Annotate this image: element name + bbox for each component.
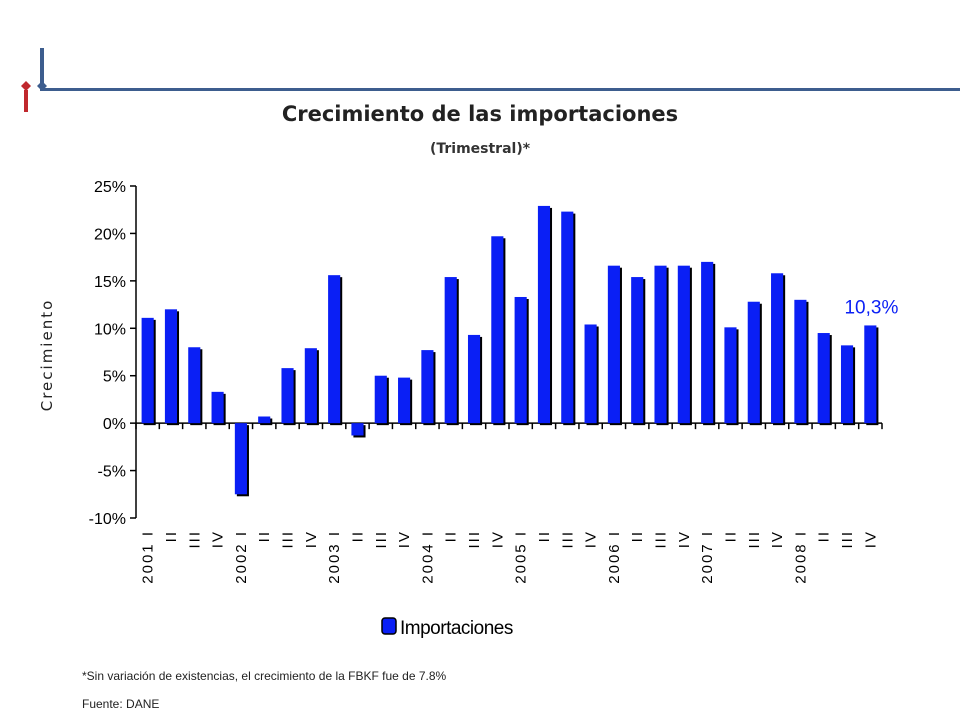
bar xyxy=(631,277,644,424)
bar xyxy=(771,273,784,424)
bar xyxy=(304,348,317,424)
bar xyxy=(164,309,178,424)
bar xyxy=(584,324,597,424)
bar xyxy=(794,299,807,424)
y-tick-label: -10% xyxy=(89,511,126,528)
chart-subtitle: (Trimestral)* xyxy=(429,141,531,157)
bar xyxy=(840,345,854,424)
category-label: II xyxy=(722,530,739,542)
category-label: III xyxy=(373,530,390,549)
bar xyxy=(234,423,247,495)
y-tick-label: 10% xyxy=(94,321,126,338)
category-label: 2006 I xyxy=(606,530,623,584)
bar xyxy=(141,317,154,424)
category-label: IV xyxy=(862,530,879,548)
bar xyxy=(188,347,201,424)
bar xyxy=(677,265,690,424)
category-label: 2008 I xyxy=(792,530,809,584)
category-label: IV xyxy=(583,530,600,548)
value-annotation: 10,3% xyxy=(844,297,898,318)
category-label: II xyxy=(163,530,180,542)
bar xyxy=(421,350,434,424)
y-tick-label: 20% xyxy=(94,226,126,243)
category-label: III xyxy=(280,530,297,549)
bar xyxy=(467,334,481,424)
bar xyxy=(654,265,667,424)
bar xyxy=(491,236,504,424)
bar xyxy=(724,327,737,424)
category-label: III xyxy=(653,530,670,549)
category-label: II xyxy=(443,530,460,542)
category-label: III xyxy=(839,530,856,549)
bar xyxy=(561,211,574,424)
category-label: II xyxy=(536,530,553,542)
category-label: 2002 I xyxy=(233,530,250,584)
category-label: II xyxy=(349,530,366,542)
source-note: Fuente: DANE xyxy=(82,697,160,711)
category-label: 2001 I xyxy=(140,530,157,584)
bar xyxy=(864,325,877,424)
category-label: III xyxy=(186,530,203,549)
category-label: II xyxy=(629,530,646,542)
bar xyxy=(398,377,411,424)
bar xyxy=(537,205,551,424)
bar xyxy=(374,375,387,424)
category-label: III xyxy=(466,530,483,549)
y-tick-label: 5% xyxy=(103,369,126,386)
category-label: III xyxy=(559,530,576,549)
bar xyxy=(701,261,714,424)
category-label: IV xyxy=(489,530,506,548)
bar xyxy=(328,275,341,424)
bar xyxy=(258,416,271,424)
y-tick-label: 25% xyxy=(94,179,126,196)
y-tick-label: 0% xyxy=(103,416,126,433)
y-tick-label: 15% xyxy=(94,274,126,291)
category-label: IV xyxy=(769,530,786,548)
legend-swatch xyxy=(381,617,397,635)
bar xyxy=(747,301,760,424)
bar xyxy=(444,277,457,424)
bar xyxy=(607,265,620,424)
category-label: IV xyxy=(210,530,227,548)
category-label: 2007 I xyxy=(699,530,716,584)
category-label: 2003 I xyxy=(326,530,343,584)
y-tick-label: -5% xyxy=(98,464,126,481)
category-label: IV xyxy=(396,530,413,548)
bar xyxy=(281,368,294,424)
chart-title: Crecimiento de las importaciones xyxy=(281,102,679,126)
y-axis-title: Crecimiento xyxy=(38,299,56,412)
category-label: II xyxy=(816,530,833,542)
bar xyxy=(211,391,224,424)
header-rule xyxy=(40,88,960,91)
legend-label: Importaciones xyxy=(400,618,513,639)
category-label: 2005 I xyxy=(513,530,530,584)
footnote: *Sin variación de existencias, el crecim… xyxy=(82,669,447,683)
category-label: IV xyxy=(676,530,693,548)
category-label: III xyxy=(746,530,763,549)
bar xyxy=(514,296,527,424)
category-label: 2004 I xyxy=(419,530,436,584)
bar xyxy=(351,423,364,436)
brand-logo xyxy=(21,48,47,112)
bar xyxy=(817,333,830,424)
category-label: II xyxy=(256,530,273,542)
category-label: IV xyxy=(303,530,320,548)
